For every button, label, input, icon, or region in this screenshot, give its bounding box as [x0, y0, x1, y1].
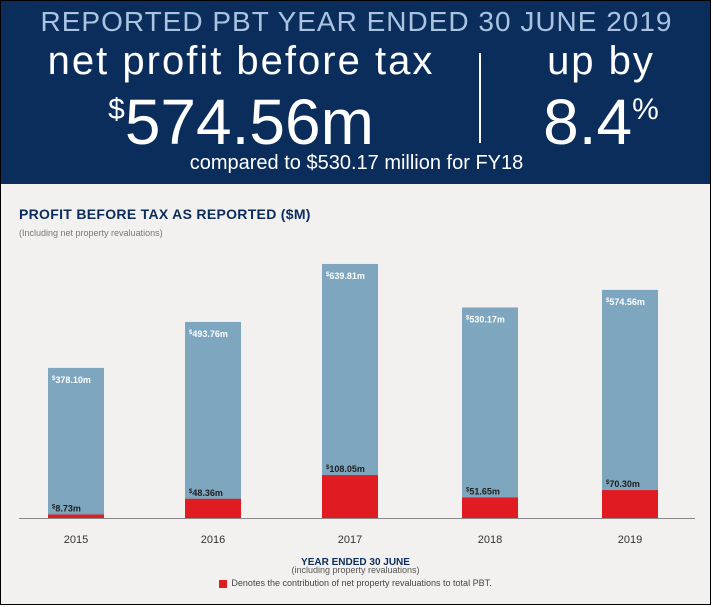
value-text: 48.36m	[192, 488, 223, 498]
change-value: 8.4	[543, 86, 633, 158]
value-text: 493.76m	[192, 329, 228, 339]
change-value-block: 8.4%	[501, 85, 701, 159]
chart-subtitle: (Including net property revaluations)	[19, 228, 163, 238]
data-label-revaluation-2016: $48.36m	[189, 488, 223, 498]
data-label-revaluation-2017: $108.05m	[326, 464, 365, 474]
metric-value-block: $574.56m	[31, 85, 451, 159]
x-axis-title-wrap: YEAR ENDED 30 JUNE	[1, 552, 710, 570]
bar-total-2016	[185, 321, 241, 518]
bar-total-2015	[48, 367, 104, 518]
bar-total-2019	[602, 289, 658, 518]
data-label-total-2017: $639.81m	[326, 271, 365, 281]
x-tick-2017: 2017	[338, 534, 362, 546]
currency-prefix: $	[326, 465, 330, 471]
data-label-total-2015: $378.10m	[52, 375, 91, 385]
currency-prefix: $	[466, 487, 470, 493]
value-text: 51.65m	[469, 486, 500, 496]
value-text: 530.17m	[469, 314, 505, 324]
banner-headline: REPORTED PBT YEAR ENDED 30 JUNE 2019	[40, 6, 673, 37]
data-label-revaluation-2018: $51.65m	[466, 486, 500, 496]
legend-swatch	[219, 579, 228, 588]
data-label-revaluation-2015: $8.73m	[52, 504, 81, 514]
x-axis-subtitle: (including property revaluations)	[291, 565, 420, 575]
currency-prefix: $	[52, 376, 56, 382]
comparison-text: compared to $530.17 million for FY18	[189, 152, 524, 174]
bar-total-2018	[462, 307, 518, 518]
bar-revaluation-2016	[185, 498, 241, 518]
x-tick-2019: 2019	[618, 534, 642, 546]
data-label-total-2018: $530.17m	[466, 314, 505, 324]
value-text: 639.81m	[329, 271, 365, 281]
currency-prefix: $	[326, 272, 330, 278]
banner-divider	[479, 53, 481, 143]
currency-prefix: $	[52, 505, 56, 511]
currency-prefix: $	[189, 330, 193, 336]
currency-prefix: $	[189, 489, 193, 495]
metric-label: net profit before tax	[47, 39, 435, 83]
bar-revaluation-2018	[462, 497, 518, 518]
data-label-total-2019: $574.56m	[606, 297, 645, 307]
chart-legend: Denotes the contribution of net property…	[1, 578, 710, 588]
data-label-revaluation-2019: $70.30m	[606, 479, 640, 489]
x-axis-title: YEAR ENDED 30 JUNE	[301, 557, 410, 568]
bar-revaluation-2015	[48, 514, 104, 518]
x-tick-2015: 2015	[64, 534, 88, 546]
currency-prefix: $	[606, 298, 610, 304]
x-tick-2016: 2016	[201, 534, 225, 546]
value-text: 70.30m	[609, 479, 640, 489]
currency-prefix: $	[606, 480, 610, 486]
bar-revaluation-2019	[602, 490, 658, 518]
value-text: 108.05m	[329, 464, 365, 474]
currency-prefix: $	[466, 315, 470, 321]
value-text: 574.56m	[609, 297, 645, 307]
x-tick-2018: 2018	[478, 534, 502, 546]
change-suffix: %	[632, 93, 659, 126]
chart-title: PROFIT BEFORE TAX AS REPORTED ($M)	[19, 206, 311, 222]
bar-revaluation-2017	[322, 475, 378, 518]
headline-banner: REPORTED PBT YEAR ENDED 30 JUNE 2019 net…	[1, 1, 710, 184]
value-text: 8.73m	[55, 504, 81, 514]
metric-value: 574.56m	[124, 86, 374, 158]
change-label: up by	[547, 39, 655, 83]
metric-prefix: $	[108, 93, 125, 126]
legend-label: Denotes the contribution of net property…	[231, 578, 492, 588]
data-label-total-2016: $493.76m	[189, 329, 228, 339]
value-text: 378.10m	[55, 375, 91, 385]
